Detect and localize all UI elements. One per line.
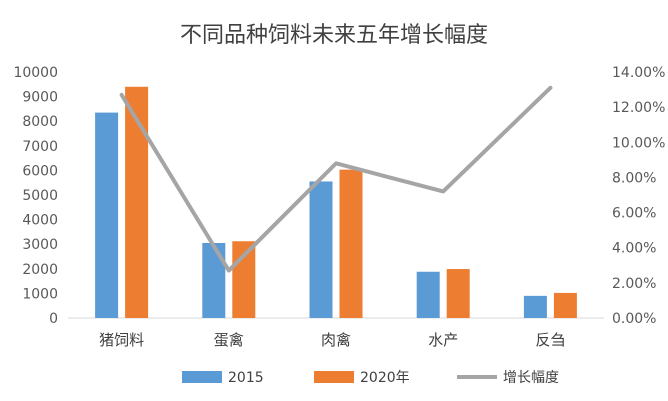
y-tick-label: 6000 xyxy=(22,163,58,179)
x-tick-label: 猪饲料 xyxy=(99,331,144,349)
legend-label: 增长幅度 xyxy=(503,370,559,386)
legend-swatch xyxy=(182,371,222,383)
bar xyxy=(309,181,333,318)
y2-tick-label: 10.00% xyxy=(612,135,665,151)
y2-tick-label: 12.00% xyxy=(612,100,665,116)
y2-tick-label: 14.00% xyxy=(612,65,665,81)
y-tick-label: 7000 xyxy=(22,139,58,155)
x-tick-label: 水产 xyxy=(428,331,458,349)
y2-tick-label: 8.00% xyxy=(612,170,656,186)
legend-label: 2015 xyxy=(228,370,264,386)
bar xyxy=(523,295,547,318)
y-tick-label: 8000 xyxy=(22,114,58,130)
y-tick-label: 4000 xyxy=(22,213,58,229)
legend-label: 2020年 xyxy=(360,370,410,386)
y-tick-label: 9000 xyxy=(22,90,58,106)
x-tick-label: 反刍 xyxy=(535,331,565,349)
bar xyxy=(416,271,440,318)
bar xyxy=(125,86,149,318)
y2-tick-label: 6.00% xyxy=(612,206,656,222)
bar xyxy=(95,112,119,318)
bar xyxy=(553,292,577,318)
y2-tick-label: 4.00% xyxy=(612,241,656,257)
y2-tick-label: 2.00% xyxy=(612,276,656,292)
y-tick-label: 1000 xyxy=(22,286,58,302)
y-tick-label: 0 xyxy=(49,311,58,327)
y-tick-label: 3000 xyxy=(22,237,58,253)
bar xyxy=(202,242,226,318)
bar xyxy=(446,269,470,318)
bar xyxy=(339,169,363,318)
y-tick-label: 5000 xyxy=(22,188,58,204)
chart-title: 不同品种饲料未来五年增长幅度 xyxy=(180,23,488,48)
x-tick-label: 蛋禽 xyxy=(214,331,244,349)
y2-tick-label: 0.00% xyxy=(612,311,656,327)
y-tick-label: 2000 xyxy=(22,262,58,278)
series-line xyxy=(119,85,553,273)
y-tick-label: 10000 xyxy=(13,65,58,81)
x-tick-label: 肉禽 xyxy=(321,331,351,349)
legend-swatch xyxy=(314,371,354,383)
